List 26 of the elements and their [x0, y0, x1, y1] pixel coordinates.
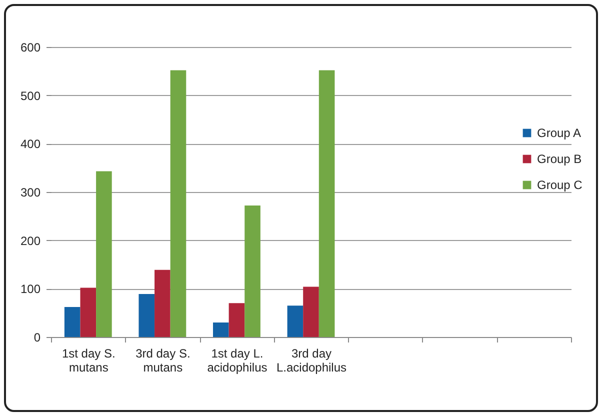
bar [80, 288, 96, 337]
bar [138, 294, 155, 337]
x-tick-label: 3rd day L.acidophilus [276, 346, 347, 374]
legend-label: Group B [537, 152, 582, 166]
y-tick-label: 400 [20, 137, 41, 152]
y-tick-label: 200 [20, 234, 41, 248]
bar [64, 307, 80, 337]
bar [318, 70, 335, 337]
legend-label: Group C [537, 178, 583, 192]
x-tick-label: 3rd day S. mutans [136, 346, 190, 374]
x-tick-label: 1st day S. mutans [62, 346, 116, 374]
bar [170, 70, 186, 337]
bar [96, 171, 112, 337]
bar [213, 322, 229, 337]
y-tick-label: 300 [20, 186, 41, 200]
bar [244, 206, 260, 337]
y-tick-label: 600 [20, 40, 41, 54]
bar [303, 286, 319, 337]
bar [154, 270, 170, 337]
y-tick-label: 100 [20, 282, 41, 296]
y-tick-label: 500 [20, 88, 41, 103]
legend-label: Group A [537, 126, 582, 140]
bar [228, 303, 245, 337]
bar [287, 306, 304, 337]
y-tick-label: 0 [34, 330, 41, 344]
x-tick-label: 1st day L. acidophilus [207, 346, 268, 374]
